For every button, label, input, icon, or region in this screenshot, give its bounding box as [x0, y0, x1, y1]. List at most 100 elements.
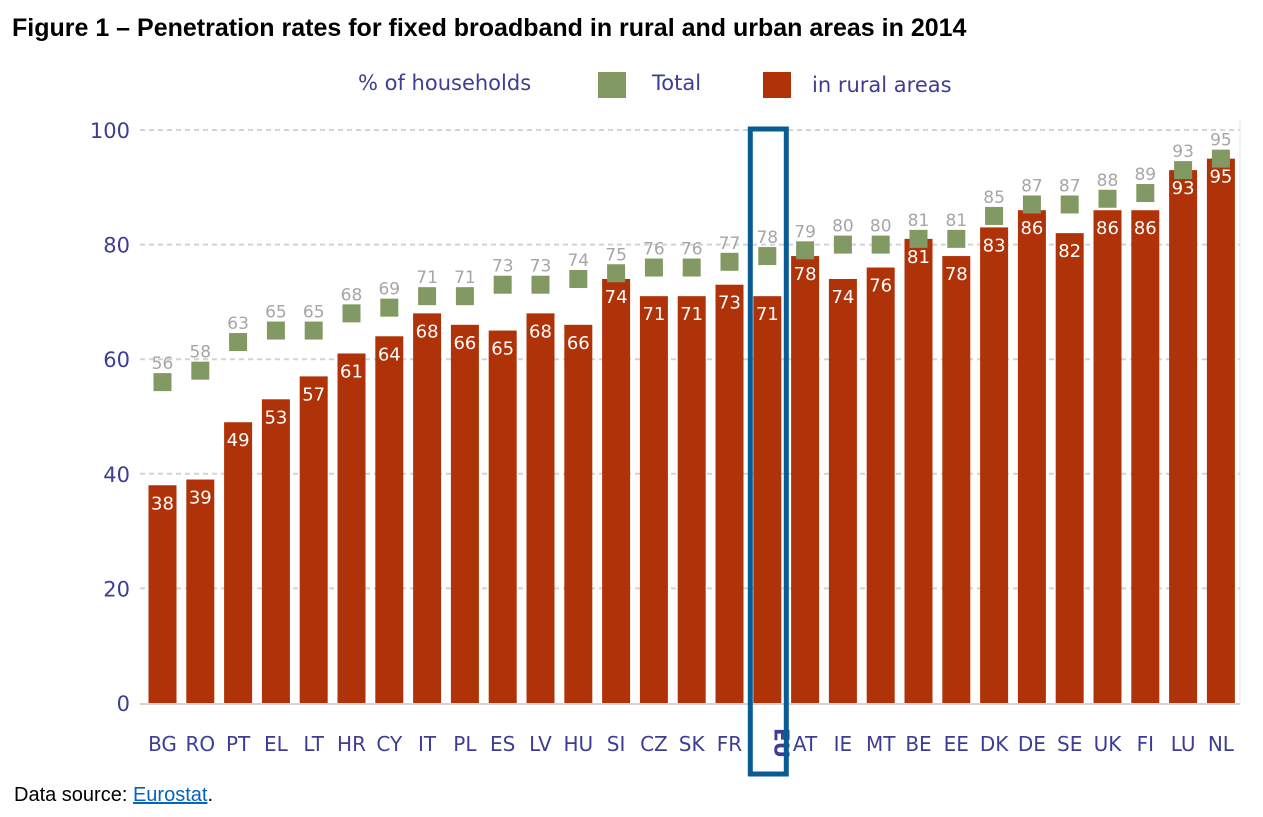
total-label-CZ: 76 — [643, 240, 665, 260]
rural-label-UK: 86 — [1096, 218, 1119, 239]
x-tick-label-MT: MT — [866, 732, 896, 756]
marker-LT — [304, 321, 323, 340]
marker-UK — [1098, 189, 1117, 208]
x-tick-label-FR: FR — [717, 732, 743, 756]
y-tick-label: 20 — [103, 577, 130, 601]
rural-label-SK: 71 — [680, 304, 703, 325]
total-label-IE: 80 — [832, 217, 854, 237]
total-label-EE: 81 — [945, 211, 967, 231]
bar-HR — [337, 353, 366, 703]
marker-EL — [266, 321, 285, 340]
y-tick-label: 40 — [103, 463, 130, 487]
bar-SK — [677, 296, 706, 703]
y-tick-label: 0 — [117, 692, 130, 716]
rural-label-EL: 53 — [264, 407, 287, 428]
total-label-SE: 87 — [1059, 176, 1081, 196]
marker-MT — [871, 235, 890, 254]
marker-DE — [1022, 195, 1041, 214]
bar-LU — [1169, 170, 1198, 704]
bar-PL — [450, 324, 479, 703]
marker-CZ — [644, 258, 663, 277]
x-tick-label-PL: PL — [453, 732, 477, 756]
rural-label-EU: 71 — [756, 304, 779, 325]
x-tick-label-DK: DK — [980, 732, 1009, 756]
total-label-ES: 73 — [492, 257, 514, 277]
eurostat-link[interactable]: Eurostat — [132, 784, 208, 806]
x-tick-label-LU: LU — [1171, 732, 1196, 756]
x-tick-label-AT: AT — [793, 732, 818, 756]
total-label-NL: 95 — [1210, 131, 1232, 151]
bar-SI — [602, 278, 631, 703]
marker-LU — [1174, 161, 1193, 180]
marker-PL — [455, 287, 474, 306]
x-tick-label-DE: DE — [1018, 732, 1046, 756]
bar-UK — [1093, 210, 1122, 703]
total-label-FI: 89 — [1134, 165, 1156, 185]
rural-label-AT: 78 — [794, 264, 817, 285]
marker-RO — [191, 361, 210, 380]
legend-ylabel: % of households — [358, 71, 531, 95]
x-tick-label-BG: BG — [148, 732, 177, 756]
marker-FI — [1136, 184, 1155, 203]
total-label-HU: 74 — [567, 251, 589, 271]
marker-SI — [607, 264, 626, 283]
x-tick-label-HU: HU — [563, 732, 593, 756]
total-label-EU: 78 — [756, 228, 778, 248]
marker-EE — [947, 229, 966, 248]
legend: % of households Total in rural areas — [358, 71, 952, 98]
total-label-LU: 93 — [1172, 142, 1194, 162]
rural-label-DK: 83 — [983, 235, 1006, 256]
bar-FI — [1131, 210, 1160, 703]
marker-HR — [342, 304, 361, 323]
bar-NL — [1206, 158, 1235, 703]
total-label-MT: 80 — [870, 217, 892, 237]
highlight-box-EU — [747, 126, 789, 777]
x-tick-label-ES: ES — [490, 732, 515, 756]
rural-label-CY: 64 — [378, 344, 401, 365]
bar-SE — [1055, 233, 1084, 703]
rural-label-SE: 82 — [1058, 241, 1081, 262]
x-tick-label-UK: UK — [1094, 732, 1123, 756]
bar-DE — [1017, 210, 1046, 703]
x-tick-label-RO: RO — [185, 732, 215, 756]
footer-prefix: Data source: — [14, 784, 133, 806]
rural-label-FI: 86 — [1134, 218, 1157, 239]
rural-label-PL: 66 — [453, 333, 476, 354]
rural-label-SI: 74 — [605, 287, 628, 308]
rural-label-ES: 65 — [491, 339, 514, 360]
x-tick-label-EL: EL — [264, 732, 289, 756]
marker-LV — [531, 275, 550, 294]
marker-BG — [153, 373, 172, 392]
total-label-SI: 75 — [605, 245, 627, 265]
marker-PT — [229, 333, 248, 352]
x-tick-label-EE: EE — [944, 732, 969, 756]
rural-label-LV: 68 — [529, 321, 552, 342]
rural-label-IE: 74 — [831, 287, 854, 308]
rural-label-HR: 61 — [340, 361, 363, 382]
x-tick-label-SK: SK — [679, 732, 706, 756]
total-label-DK: 85 — [983, 188, 1005, 208]
rural-label-HU: 66 — [567, 333, 590, 354]
x-tick-label-SI: SI — [607, 732, 626, 756]
total-label-IT: 71 — [416, 268, 438, 288]
marker-IE — [833, 235, 852, 254]
total-label-AT: 79 — [794, 222, 816, 242]
rural-label-PT: 49 — [227, 430, 250, 451]
x-tick-label-IE: IE — [834, 732, 853, 756]
x-tick-label-LV: LV — [529, 732, 552, 756]
legend-rural-swatch — [763, 72, 791, 98]
x-tick-label-FI: FI — [1137, 732, 1154, 756]
x-tick-label-CY: CY — [376, 732, 403, 756]
x-tick-label-EU: EU — [769, 728, 793, 758]
rural-label-LU: 93 — [1172, 178, 1195, 199]
rural-label-RO: 39 — [189, 488, 212, 509]
x-tick-label-PT: PT — [226, 732, 251, 756]
total-label-RO: 58 — [189, 343, 211, 363]
x-tick-label-SE: SE — [1057, 732, 1082, 756]
bar-EU — [753, 296, 782, 703]
bar-EE — [942, 256, 971, 703]
bar-ES — [488, 330, 517, 703]
y-tick-label: 80 — [103, 234, 130, 258]
marker-AT — [796, 241, 815, 260]
total-label-BE: 81 — [908, 211, 930, 231]
